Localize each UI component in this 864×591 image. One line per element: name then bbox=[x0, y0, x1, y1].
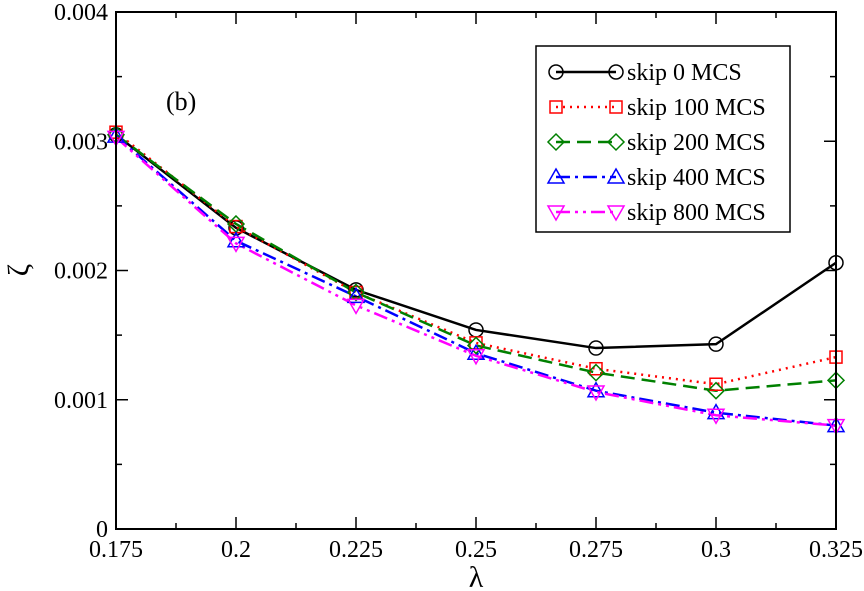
legend-marker-start-0 bbox=[548, 64, 564, 80]
legend-marker-start-2 bbox=[546, 132, 566, 152]
data-point-4-5 bbox=[706, 408, 726, 425]
data-point-4-2 bbox=[346, 298, 366, 315]
series-markers bbox=[106, 125, 846, 436]
data-point-2-2 bbox=[346, 283, 366, 302]
x-tick-label: 0.275 bbox=[569, 537, 623, 563]
x-tick-label: 0.225 bbox=[329, 537, 383, 563]
series-line-0 bbox=[115, 133, 837, 350]
y-tick-label: 0.001 bbox=[54, 388, 108, 414]
legend-label-2: skip 200 MCS bbox=[627, 130, 766, 156]
y-axis-title: ζ bbox=[2, 264, 35, 276]
legend-marker-end-4 bbox=[606, 205, 626, 222]
data-point-0-4 bbox=[588, 340, 604, 356]
x-axis-title: λ bbox=[469, 561, 484, 591]
tick-labels: 0.175 0.2 0.225 0.25 0.275 0.3 0.325 0 0.001 0.00… bbox=[54, 0, 863, 563]
data-point-4-1 bbox=[226, 236, 246, 253]
y-tick-label: 0.003 bbox=[54, 129, 108, 155]
panel-label: (b) bbox=[166, 87, 196, 116]
data-point-0-5 bbox=[708, 336, 724, 352]
x-tick-label: 0.175 bbox=[89, 537, 143, 563]
data-point-2-5 bbox=[706, 381, 726, 400]
x-tick-label: 0.25 bbox=[455, 537, 497, 563]
data-point-3-5 bbox=[706, 403, 726, 420]
y-tick-label: 0.002 bbox=[54, 259, 108, 285]
data-point-3-2 bbox=[346, 286, 366, 304]
legend-marker-start-1 bbox=[549, 100, 563, 114]
y-tick-label: 0.004 bbox=[54, 0, 108, 26]
data-point-4-3 bbox=[466, 349, 486, 366]
data-point-1-4 bbox=[589, 361, 603, 376]
data-point-2-4 bbox=[586, 363, 606, 382]
legend-label-1: skip 100 MCS bbox=[627, 95, 766, 121]
legend-box bbox=[535, 45, 791, 233]
y-tick-label: 0 bbox=[96, 517, 108, 543]
x-tick-label: 0.2 bbox=[221, 537, 251, 563]
legend-label-0: skip 0 MCS bbox=[627, 60, 742, 86]
x-tick-label: 0.3 bbox=[701, 537, 731, 563]
legend-marker-start-3 bbox=[546, 167, 566, 184]
legend-marker-end-3 bbox=[606, 167, 626, 184]
x-tick-label: 0.325 bbox=[809, 537, 863, 563]
data-point-0-2 bbox=[348, 282, 364, 298]
legend-label-3: skip 400 MCS bbox=[627, 165, 766, 191]
legend-marker-end-0 bbox=[608, 64, 624, 80]
legend: skip 0 MCS skip 100 MCS skip 200 MCS skip 4… bbox=[535, 45, 791, 233]
legend-marker-end-2 bbox=[606, 132, 626, 152]
data-point-1-5 bbox=[709, 377, 723, 391]
legend-label-4: skip 800 MCS bbox=[627, 200, 766, 226]
series-line-4 bbox=[115, 136, 837, 427]
data-point-3-1 bbox=[226, 231, 246, 248]
legend-marker-start-4 bbox=[546, 205, 566, 222]
legend-marker-end-1 bbox=[609, 100, 623, 114]
data-point-1-2 bbox=[349, 285, 363, 300]
data-point-3-3 bbox=[466, 343, 486, 360]
data-point-2-3 bbox=[466, 336, 486, 355]
data-point-4-4 bbox=[586, 385, 606, 402]
plot-frame bbox=[115, 11, 837, 530]
data-point-3-4 bbox=[586, 381, 606, 398]
